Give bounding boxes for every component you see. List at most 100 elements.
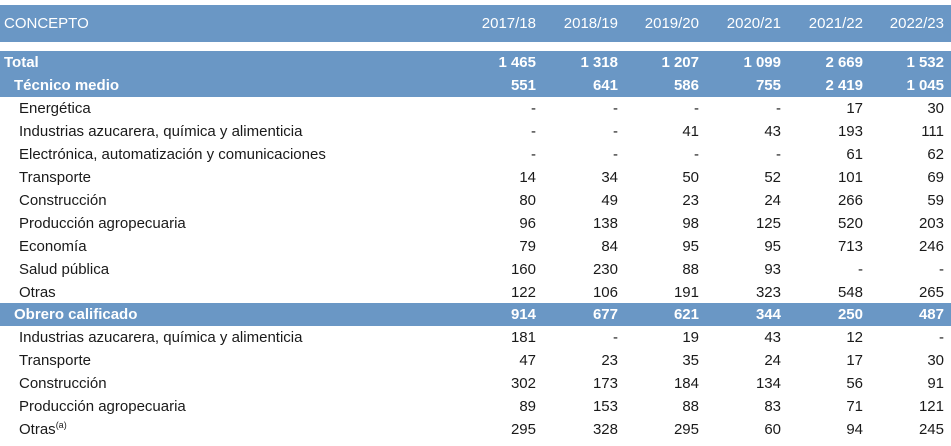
- cell: 60: [764, 421, 781, 438]
- table-row: Economía 79 84 95 95 713 246: [0, 235, 951, 258]
- cell: 677: [592, 306, 618, 323]
- section-row-tecnico-medio: Técnico medio 551 641 586 755 2 419 1 04…: [0, 74, 951, 97]
- cell: 487: [918, 306, 944, 323]
- footnote-marker: (a): [55, 420, 67, 430]
- cell: -: [613, 329, 618, 346]
- cell: -: [858, 261, 863, 278]
- cell: 2 419: [825, 77, 863, 94]
- row-label: Técnico medio: [14, 77, 120, 94]
- cell: 52: [764, 169, 781, 186]
- cell: 1 465: [498, 54, 536, 71]
- cell: 520: [837, 215, 863, 232]
- cell: 1 045: [906, 77, 944, 94]
- cell: 88: [682, 398, 699, 415]
- cell: -: [531, 100, 536, 117]
- year-header: 2022/23: [889, 15, 944, 32]
- cell: 12: [846, 329, 863, 346]
- cell: 24: [764, 192, 781, 209]
- row-label: Producción agropecuaria: [19, 215, 186, 232]
- table-row: Transporte 14 34 50 52 101 69: [0, 166, 951, 189]
- cell: 203: [918, 215, 944, 232]
- cell: 1 532: [906, 54, 944, 71]
- cell: 93: [764, 261, 781, 278]
- cell: 265: [918, 284, 944, 301]
- row-label: Otras: [19, 284, 56, 301]
- cell: -: [776, 146, 781, 163]
- cell: 61: [846, 146, 863, 163]
- cell: 153: [592, 398, 618, 415]
- cell: 19: [682, 329, 699, 346]
- cell: 2 669: [825, 54, 863, 71]
- cell: 295: [510, 421, 536, 438]
- cell: 49: [601, 192, 618, 209]
- row-label: Producción agropecuaria: [19, 398, 186, 415]
- row-label: Salud pública: [19, 261, 110, 278]
- cell: 184: [673, 375, 699, 392]
- cell: 43: [764, 123, 781, 140]
- cell: 246: [918, 238, 944, 255]
- cell: 173: [592, 375, 618, 392]
- row-label: Electrónica, automatización y comunicaci…: [19, 146, 326, 163]
- cell: 23: [682, 192, 699, 209]
- cell: 111: [921, 123, 944, 140]
- cell: 302: [510, 375, 536, 392]
- cell: 586: [673, 77, 699, 94]
- table-row: Construcción 80 49 23 24 266 59: [0, 189, 951, 212]
- row-label: Industrias azucarera, química y alimenti…: [19, 329, 303, 346]
- cell: 62: [927, 146, 944, 163]
- cell: 548: [837, 284, 863, 301]
- cell: 125: [755, 215, 781, 232]
- cell: 250: [837, 306, 863, 323]
- cell: 160: [510, 261, 536, 278]
- cell: 94: [846, 421, 863, 438]
- cell: 121: [918, 398, 944, 415]
- cell: 35: [682, 352, 699, 369]
- cell: 1 207: [661, 54, 699, 71]
- row-label: Total: [4, 54, 39, 71]
- cell: 134: [755, 375, 781, 392]
- cell: 83: [764, 398, 781, 415]
- cell: 323: [755, 284, 781, 301]
- row-label-with-note: Otras(a): [19, 418, 67, 441]
- cell: 96: [519, 215, 536, 232]
- cell: -: [531, 146, 536, 163]
- table-row: Energética - - - - 17 30: [0, 97, 951, 120]
- cell: 43: [764, 329, 781, 346]
- cell: 193: [837, 123, 863, 140]
- cell: 1 099: [743, 54, 781, 71]
- cell: 138: [592, 215, 618, 232]
- table-row: Construcción 302 173 184 134 56 91: [0, 372, 951, 395]
- table-header: CONCEPTO 2017/18 2018/19 2019/20 2020/21…: [0, 5, 951, 42]
- table-row: Electrónica, automatización y comunicaci…: [0, 143, 951, 166]
- cell: 80: [519, 192, 536, 209]
- cell: 106: [592, 284, 618, 301]
- cell: 245: [918, 421, 944, 438]
- row-label: Transporte: [19, 352, 91, 369]
- cell: -: [613, 100, 618, 117]
- row-label: Industrias azucarera, química y alimenti…: [19, 123, 303, 140]
- table-row: Producción agropecuaria 96 138 98 125 52…: [0, 212, 951, 235]
- cell: -: [613, 146, 618, 163]
- cell: 56: [846, 375, 863, 392]
- total-row: Total 1 465 1 318 1 207 1 099 2 669 1 53…: [0, 51, 951, 74]
- cell: 88: [682, 261, 699, 278]
- table-row: Otras(a) 295 328 295 60 94 245: [0, 418, 951, 441]
- cell: 641: [592, 77, 618, 94]
- cell: 230: [592, 261, 618, 278]
- cell: 91: [927, 375, 944, 392]
- cell: -: [694, 100, 699, 117]
- cell: -: [939, 261, 944, 278]
- table-row: Producción agropecuaria 89 153 88 83 71 …: [0, 395, 951, 418]
- cell: 713: [837, 238, 863, 255]
- cell: 47: [519, 352, 536, 369]
- cell: -: [939, 329, 944, 346]
- year-header: 2018/19: [563, 15, 618, 32]
- cell: 755: [755, 77, 781, 94]
- row-label: Construcción: [19, 375, 107, 392]
- cell: 69: [927, 169, 944, 186]
- cell: -: [531, 123, 536, 140]
- cell: 79: [519, 238, 536, 255]
- cell: 14: [519, 169, 536, 186]
- cell: 59: [927, 192, 944, 209]
